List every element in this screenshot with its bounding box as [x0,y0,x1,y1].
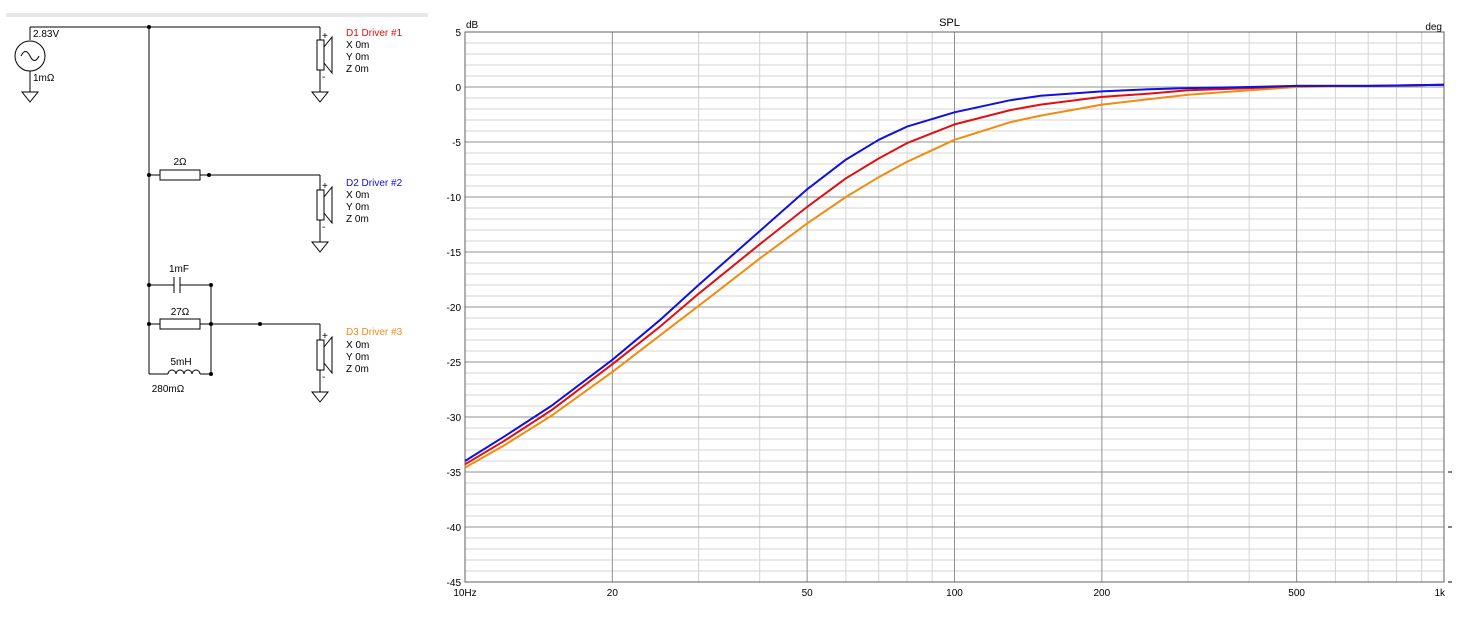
crossover-schematic: 2.83V 1mΩ 2Ω 1mF 27Ω 5mH 280mΩ + - + - +… [6,13,428,403]
junction-dot [209,372,213,376]
driver-3-name: D3 Driver #3 [346,327,403,338]
polarity-minus-d1: - [322,72,325,83]
x-tick-label: 200 [1094,588,1111,599]
chart-title: SPL [939,17,960,29]
polarity-minus-d3: - [322,372,325,383]
y-tick-label: -25 [447,358,462,369]
y-axis-label: dB [466,20,479,31]
series-line-1 [464,83,1445,462]
driver-1-symbol[interactable] [316,39,325,71]
ground-d3 [310,391,330,403]
junction-dot [147,283,151,287]
capacitor-1mf-label: 1mF [169,264,189,275]
junction-dot [147,173,151,177]
junction-dot [207,173,211,177]
inductor-5mh-symbol[interactable] [167,369,201,375]
inductor-resistance-label: 280mΩ [152,384,185,395]
source-voltage-label: 2.83V [33,29,59,40]
ground-source [20,91,40,103]
driver-1-name: D1 Driver #1 [346,28,403,39]
driver-3-y: Y 0m [346,352,369,363]
y-tick-label: -30 [447,413,462,424]
junction-dot [209,322,213,326]
major-grid [464,31,1444,583]
y-tick-label: -5 [452,138,461,149]
right-axis-ticks [1448,471,1452,583]
resistor-27ohm-label: 27Ω [171,307,190,318]
polarity-plus-d1: + [322,31,328,42]
source-resistance-label: 1mΩ [33,73,55,84]
polarity-plus-d2: + [322,181,328,192]
x-tick-label: 50 [802,588,814,599]
y2-axis-label: deg [1425,22,1442,33]
x-tick-label: 500 [1288,588,1305,599]
y-tick-label: 5 [455,28,461,39]
x-tick-label: 100 [946,588,963,599]
series-line-3 [464,83,1445,469]
driver-2-z: Z 0m [346,214,369,225]
y-tick-label: 0 [455,83,461,94]
x-axis-tick-labels: 10Hz 20 50 100 200 500 1k [453,588,1446,599]
ground-d2 [310,241,330,253]
junction-dot [209,283,213,287]
y-axis-tick-labels: 5 0 -5 -10 -15 -20 -25 -30 -35 -40 -45 [447,28,462,589]
schematic-toolbar-strip [6,13,428,17]
y-tick-label: -20 [447,303,462,314]
x-tick-label: 20 [607,588,619,599]
ground-d1 [310,91,330,103]
driver-2-name: D2 Driver #2 [346,178,403,189]
driver-2-symbol[interactable] [316,189,325,221]
junction-dot [258,322,262,326]
y-tick-label: -15 [447,248,462,259]
plot-frame [464,31,1445,583]
inductor-5mh-label: 5mH [170,357,191,368]
resistor-27ohm-symbol[interactable] [159,318,201,330]
driver-3-z: Z 0m [346,364,369,375]
driver-1-y: Y 0m [346,52,369,63]
junction-dot [147,322,151,326]
series-lines [464,83,1445,469]
driver-1-x: X 0m [346,40,369,51]
x-tick-label: 10Hz [453,588,476,599]
resistor-2ohm-label: 2Ω [173,157,187,168]
polarity-minus-d2: - [322,222,325,233]
spl-chart: 50-5-10-15-20-25-30-35-40-45 10Hz 20 50 100… [447,17,1452,599]
y-tick-label: -35 [447,468,462,479]
polarity-plus-d3: + [322,331,328,342]
driver-3-symbol[interactable] [316,339,325,371]
driver-2-y: Y 0m [346,202,369,213]
driver-3-x: X 0m [346,340,369,351]
y-tick-label: -45 [447,578,462,589]
series-line-2 [464,83,1445,466]
y-tick-label: -10 [447,193,462,204]
junction-dot [147,25,151,29]
x-tick-label: 1k [1434,588,1446,599]
driver-1-z: Z 0m [346,64,369,75]
driver-2-x: X 0m [346,190,369,201]
y-tick-label: -40 [447,523,462,534]
resistor-2ohm-symbol[interactable] [159,169,201,181]
